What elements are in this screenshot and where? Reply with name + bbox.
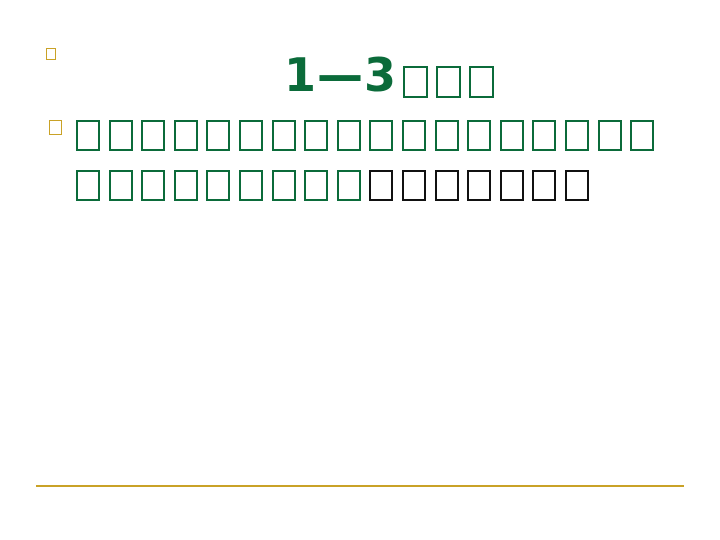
line2-green-glyph-box — [173, 170, 198, 201]
line1-glyph-box — [173, 120, 198, 151]
body-line-2-green-glyphs — [76, 170, 369, 201]
line1-glyph-box — [499, 120, 524, 151]
title-glyph-box — [403, 66, 429, 98]
slide-title: 1—3 — [284, 44, 502, 106]
body-line-1 — [76, 120, 676, 159]
line2-green-glyph-box — [76, 170, 100, 201]
slide-title-trailing-glyphs — [403, 48, 502, 110]
line1-glyph-box — [238, 120, 263, 151]
title-glyph-box — [469, 66, 495, 98]
body-line-2 — [76, 170, 676, 209]
line1-glyph-box — [467, 120, 492, 151]
line2-green-glyph-box — [304, 170, 329, 201]
line2-black-glyph-box — [532, 170, 557, 201]
footer-divider — [36, 485, 684, 487]
line1-glyph-box — [597, 120, 622, 151]
line2-black-glyph-box — [401, 170, 426, 201]
title-glyph-box — [436, 66, 462, 98]
line1-glyph-box — [76, 120, 100, 151]
line2-green-glyph-box — [336, 170, 361, 201]
line2-black-glyph-box — [369, 170, 394, 201]
line2-green-glyph-box — [271, 170, 296, 201]
body-line-2-black-glyphs — [369, 170, 597, 201]
line1-glyph-box — [271, 120, 296, 151]
line1-glyph-box — [369, 120, 394, 151]
line1-glyph-box — [401, 120, 426, 151]
line2-black-glyph-box — [467, 170, 492, 201]
line1-glyph-box — [141, 120, 166, 151]
body-paragraph — [76, 120, 676, 220]
slide-title-number: 1—3 — [284, 48, 398, 102]
line1-glyph-box — [108, 120, 133, 151]
line1-glyph-box — [532, 120, 557, 151]
bullet-square-icon-title — [46, 48, 56, 60]
line2-black-glyph-box — [564, 170, 589, 201]
line2-green-glyph-box — [108, 170, 133, 201]
bullet-square-icon-paragraph — [49, 120, 62, 135]
line1-glyph-box — [434, 120, 459, 151]
line1-glyph-box — [564, 120, 589, 151]
line1-glyph-box — [630, 120, 655, 151]
line1-glyph-box — [206, 120, 231, 151]
line2-green-glyph-box — [238, 170, 263, 201]
line2-green-glyph-box — [141, 170, 166, 201]
line2-black-glyph-box — [499, 170, 524, 201]
line2-green-glyph-box — [206, 170, 231, 201]
line1-glyph-box — [336, 120, 361, 151]
line2-black-glyph-box — [434, 170, 459, 201]
line1-glyph-box — [304, 120, 329, 151]
